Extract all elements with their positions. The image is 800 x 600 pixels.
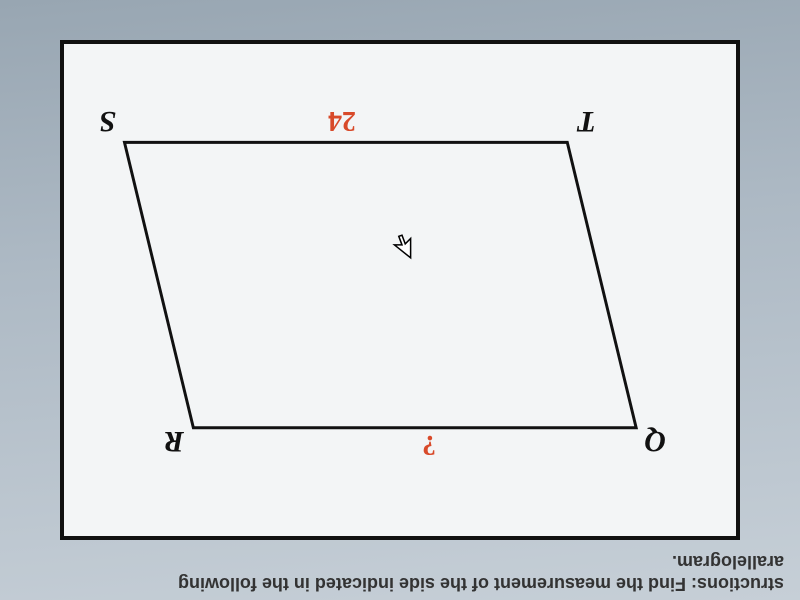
- instruction-text: structions: Find the measurement of the …: [16, 551, 784, 594]
- vertex-label-s: S: [99, 104, 116, 138]
- vertex-label-q: Q: [644, 424, 666, 458]
- rotated-screen: structions: Find the measurement of the …: [0, 0, 800, 600]
- side-qr-measure: ?: [422, 428, 436, 460]
- instruction-line-2: arallelogram.: [672, 552, 784, 572]
- parallelogram-shape: [124, 142, 636, 427]
- instruction-line-1: structions: Find the measurement of the …: [178, 574, 784, 594]
- side-ts-measure: 24: [328, 104, 356, 136]
- mouse-cursor-icon: [391, 232, 413, 260]
- parallelogram-svg: [64, 44, 736, 536]
- figure-frame: Q R S T ? 24: [60, 40, 740, 540]
- vertex-label-t: T: [578, 104, 596, 138]
- vertex-label-r: R: [164, 424, 184, 458]
